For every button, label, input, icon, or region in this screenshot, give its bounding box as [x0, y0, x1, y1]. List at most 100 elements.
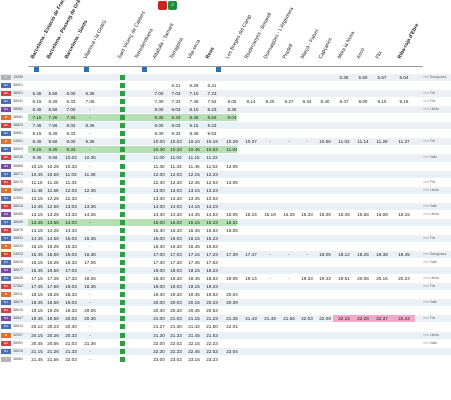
table-row[interactable]: R2 38823 7.45 7.56 8.02 8.36 9.00 9.03 9.15 9.23 — [0, 122, 451, 131]
time-cell: - — [89, 324, 91, 330]
table-row[interactable]: R2 38991 20.45 20.56 21.03 21.36 22.00 22.03 22.… — [0, 340, 451, 348]
time-cell: 7.56 — [48, 123, 58, 129]
table-row[interactable]: R1 38851 8.15 8.26 8.33 - 9.30 9.33 9.45 9.53 — [0, 130, 451, 139]
time-cell: 15.34 — [226, 219, 238, 225]
stop-indicator-icon — [120, 91, 125, 97]
time-cell: 17.15 — [31, 276, 43, 282]
connection-note: >>> Valls — [423, 155, 437, 160]
time-cell: 14.03 — [170, 203, 182, 209]
table-row[interactable]: R1 32003 12.15 12.26 12.33 - 13.30 13.33 13.45 13… — [0, 195, 451, 203]
table-row[interactable]: R1 38879 18.45 18.56 19.03 - 20.00 20.03 20.15 20… — [0, 299, 451, 308]
time-cell: 8.45 — [189, 115, 199, 121]
time-cell: 8.36 — [85, 123, 95, 129]
table-row[interactable]: R1 38845 17.15 17.26 17.33 18.06 18.30 18.33 18.… — [0, 275, 451, 284]
table-row[interactable]: R2 38875 14.15 14.26 14.33 - 15.30 15.33 15.45 15… — [0, 227, 451, 235]
stop-indicator-icon — [120, 179, 125, 185]
stop-indicator-icon — [120, 235, 125, 241]
time-cell: 21.27 — [153, 324, 165, 330]
table-row[interactable]: M 24501 8.45 8.56 9.00 9.36 10.00 10.03 10.10 10.… — [0, 138, 451, 147]
table-row[interactable]: T 38081 21.45 21.56 22.03 - 23.00 23.03 23.15 23.… — [0, 356, 451, 364]
time-cell: 19.14 — [245, 276, 257, 282]
table-row[interactable]: R1 38831 14.45 14.56 15.03 15.36 16.00 16.03 16.… — [0, 234, 451, 243]
table-row[interactable]: R1 38901 6.21 6.29 6.41 — [0, 82, 451, 91]
table-row[interactable]: R3 38865 10.15 10.26 10.33 - 11.30 11.33 11.45 11… — [0, 163, 451, 171]
table-row[interactable]: R1 38071 10.45 10.56 11.03 11.36 12.00 12.03 12.… — [0, 170, 451, 179]
table-row[interactable]: M 32007 20.15 20.26 20.33 - 21.30 21.33 21.45 21.… — [0, 331, 451, 340]
time-cell: 20.36 — [84, 316, 96, 322]
time-cell: 22.33 — [170, 348, 182, 354]
time-cell: 12.45 — [31, 203, 43, 209]
table-row[interactable]: R1 38015 21.15 21.26 21.33 - 22.30 22.33 22.45 22… — [0, 347, 451, 356]
time-cell: 11.14 — [357, 139, 369, 145]
time-cell: 19.53 — [206, 292, 218, 298]
time-cell: 20.45 — [188, 308, 200, 314]
time-cell: 21.15 — [188, 316, 200, 322]
time-cell: 15.53 — [206, 227, 218, 233]
table-row[interactable]: R3 38847 19.45 19.56 20.03 20.36 21.00 21.03 21.… — [0, 315, 451, 324]
table-row[interactable]: M 38081 7.15 7.26 7.33 - 8.30 8.33 8.45 8.53 9.04 — [0, 114, 451, 123]
table-row[interactable]: R3 38065 13.15 13.26 13.33 14.36 14.30 14.33 14.… — [0, 211, 451, 219]
time-cell: 9.00 — [66, 139, 76, 145]
time-cell: 11.45 — [31, 187, 43, 193]
time-cell: 19.56 — [47, 316, 59, 322]
time-cell: 7.33 — [66, 115, 76, 121]
table-row[interactable]: R2 38515 12.45 12.56 13.03 13.36 14.00 14.03 14.… — [0, 202, 451, 211]
table-row[interactable]: R3 38077 16.45 16.56 17.03 - 18.00 18.03 18.15 18… — [0, 267, 451, 276]
time-cell: 8.05 — [227, 99, 237, 105]
train-number: 38879 — [13, 300, 23, 305]
time-cell: 21.36 — [84, 340, 96, 346]
table-row[interactable]: R3 38961 6.45 6.56 7.00 - 8.00 8.03 8.15 8.23 8.35… — [0, 106, 451, 115]
time-cell: 9.56 — [48, 155, 58, 161]
time-cell: - — [306, 252, 308, 258]
table-row[interactable]: R2 38921 5.45 5.56 6.00 6.36 7.00 7.03 7.15 7.23 >… — [0, 90, 451, 99]
time-cell: 19.03 — [170, 284, 182, 290]
time-cell: 17.33 — [170, 260, 182, 266]
connection-note: >>> Flix — [423, 139, 436, 144]
table-row[interactable]: R2 38073 11.15 11.26 11.33 - 12.30 12.33 12.45 12… — [0, 179, 451, 187]
time-cell: 13.05 — [226, 179, 238, 185]
time-cell: 14.36 — [84, 211, 96, 217]
time-cell: 8.33 — [66, 131, 76, 137]
time-cell: 22.37 — [371, 315, 393, 323]
table-row[interactable]: T 15309 5.35 5.50 5.57 6.04 >>> Saragossa — [0, 74, 451, 83]
time-cell: 8.15 — [32, 131, 42, 137]
train-number: 38071 — [13, 171, 23, 176]
time-cell: 11.37 — [398, 139, 410, 145]
time-cell: 11.53 — [206, 163, 218, 169]
time-cell: 21.26 — [47, 348, 59, 354]
train-number: 38851 — [13, 131, 23, 136]
time-cell: 15.58 — [357, 211, 369, 217]
time-cell: 11.03 — [170, 155, 182, 161]
time-cell: 15.30 — [153, 227, 165, 233]
time-cell: 21.33 — [170, 332, 182, 338]
time-cell: 12.30 — [153, 179, 165, 185]
time-cell: 19.05 — [226, 276, 238, 282]
time-cell: 10.03 — [170, 139, 182, 145]
table-row[interactable]: M 38011 18.15 18.26 18.33 - 19.30 19.33 19.45 19.… — [0, 291, 451, 300]
time-cell: 10.33 — [65, 163, 77, 169]
table-row[interactable]: R1 38913 20.12 20.23 20.30 - 21.27 21.30 21.42 21… — [0, 323, 451, 332]
table-row[interactable]: R1 38941 6.15 6.26 6.33 7.06 7.30 7.33 7.45 7.53 8… — [0, 98, 451, 107]
metro-icon — [84, 67, 89, 72]
time-cell: 17.39 — [226, 252, 238, 258]
table-row[interactable]: R2 38935 9.45 9.56 10.03 10.36 11.00 11.03 11.15… — [0, 154, 451, 163]
row-highlight — [28, 218, 237, 226]
time-cell: 15.23 — [206, 219, 218, 225]
table-row[interactable]: R2 38016 19.15 19.26 19.33 20.06 20.30 20.33 20.… — [0, 307, 451, 316]
table-row[interactable]: R2 37362 17.45 17.56 18.03 18.36 19.00 19.03 19.… — [0, 283, 451, 292]
table-row[interactable]: R1 38815 16.15 16.26 16.33 17.06 17.30 17.33 17.… — [0, 259, 451, 268]
time-cell: 22.15 — [188, 340, 200, 346]
service-badge: R2 — [1, 179, 11, 185]
time-cell: 22.03 — [65, 356, 77, 362]
time-cell: 5.56 — [48, 91, 58, 97]
time-cell: - — [89, 292, 91, 298]
table-row[interactable]: M 38023 15.15 15.26 15.33 - 16.30 16.33 16.45 16.… — [0, 243, 451, 252]
table-row[interactable]: R1 38949 13.45 13.56 14.03 - 15.00 15.03 15.15 15… — [0, 218, 451, 227]
time-cell: 20.15 — [31, 332, 43, 338]
service-badge: R1 — [1, 147, 11, 153]
table-row[interactable]: R2 24513 15.45 15.56 16.03 16.36 17.00 17.03 17.… — [0, 251, 451, 260]
time-cell: 13.30 — [153, 195, 165, 201]
table-row[interactable]: R1 38903 9.15 9.26 9.33 - 10.30 10.33 10.45 10.53… — [0, 146, 451, 155]
time-cell: 23.23 — [206, 356, 218, 362]
table-row[interactable]: M 38087 11.45 11.56 12.03 12.36 13.00 13.03 13.1… — [0, 186, 451, 195]
